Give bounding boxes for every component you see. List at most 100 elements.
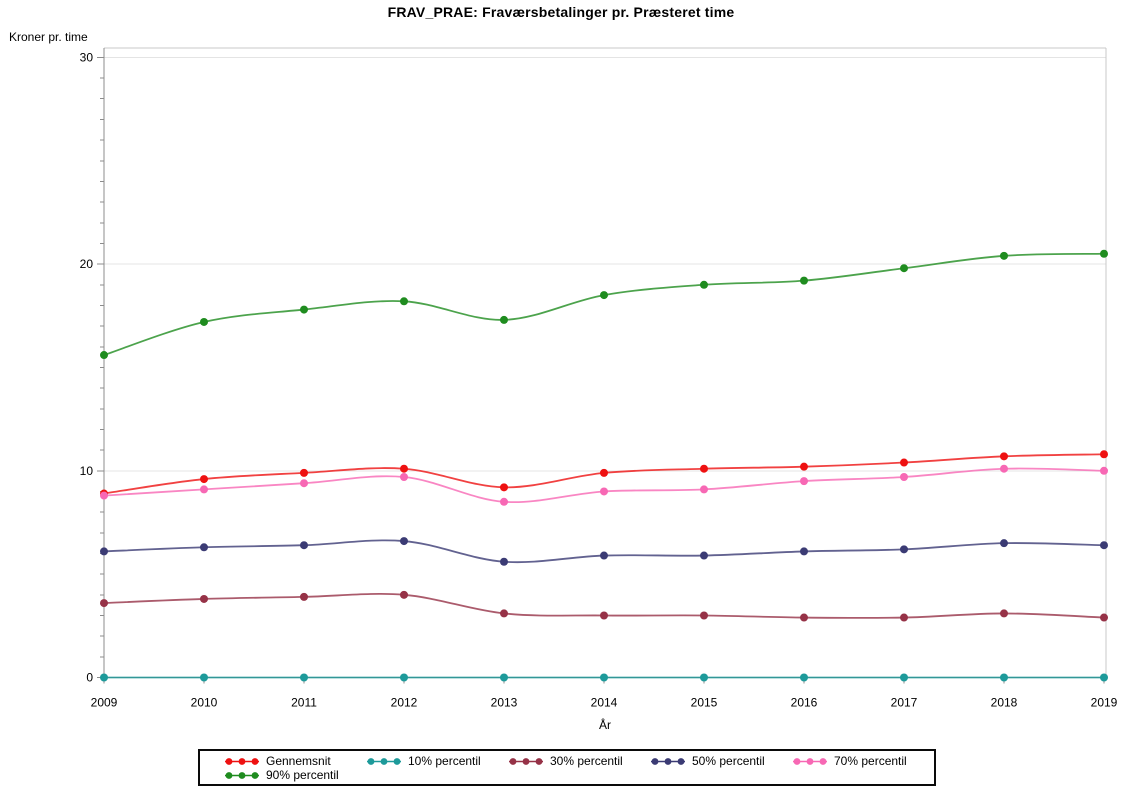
legend: Gennemsnit 10% percentil 30% percentil 50% …	[198, 749, 936, 786]
x-tick-label: 2014	[591, 696, 618, 710]
data-point	[200, 543, 208, 552]
series-90-percentil	[100, 249, 1108, 360]
plot-area: 0 10 20 30 2009 2010 2011 2012 2013 2014 2015 2016 2…	[80, 47, 1118, 710]
data-point	[900, 613, 908, 622]
data-point	[200, 673, 208, 682]
x-axis-title: År	[599, 718, 611, 732]
data-point	[1000, 251, 1008, 260]
x-tick-label: 2013	[491, 696, 518, 710]
data-point	[500, 609, 508, 618]
data-point	[1100, 249, 1108, 258]
data-point	[500, 483, 508, 492]
legend-item: 30% percentil	[508, 754, 650, 768]
legend-marker-icon	[225, 757, 259, 765]
series-10-percentil	[100, 673, 1108, 682]
data-point	[300, 673, 308, 682]
data-point	[1000, 609, 1008, 618]
data-point	[400, 473, 408, 482]
series-line	[103, 252, 1105, 356]
data-point	[600, 487, 608, 496]
legend-item: 90% percentil	[224, 768, 366, 782]
data-point	[1100, 673, 1108, 682]
legend-label: 50% percentil	[692, 754, 765, 768]
data-point	[900, 545, 908, 554]
data-point	[600, 291, 608, 300]
x-tick-label: 2011	[291, 696, 317, 710]
data-point	[800, 547, 808, 556]
data-point	[200, 475, 208, 484]
data-point	[800, 613, 808, 622]
series-30-percentil	[100, 590, 1108, 622]
legend-label: 30% percentil	[550, 754, 623, 768]
legend-marker-icon	[651, 757, 685, 765]
data-point	[1100, 450, 1108, 459]
data-point	[400, 297, 408, 306]
legend-item: 10% percentil	[366, 754, 508, 768]
legend-marker-icon	[793, 757, 827, 765]
data-point	[700, 673, 708, 682]
legend-marker-icon	[367, 757, 401, 765]
legend-item: 50% percentil	[650, 754, 792, 768]
legend-label: 90% percentil	[266, 768, 339, 782]
data-point	[900, 473, 908, 482]
data-point	[900, 458, 908, 467]
x-tick-label: 2010	[191, 696, 218, 710]
x-tick-label: 2018	[991, 696, 1018, 710]
data-point	[600, 673, 608, 682]
x-tick-label: 2015	[691, 696, 718, 710]
data-point	[1100, 466, 1108, 475]
data-point	[800, 462, 808, 471]
data-point	[400, 673, 408, 682]
series-gennemsnit	[100, 450, 1108, 498]
data-point	[1000, 673, 1008, 682]
y-tick-label: 20	[80, 257, 94, 271]
y-tick-label: 10	[80, 464, 94, 478]
data-point	[800, 673, 808, 682]
data-point	[700, 280, 708, 289]
x-tick-label: 2017	[891, 696, 918, 710]
data-point	[100, 351, 108, 360]
data-point	[900, 264, 908, 273]
data-point	[700, 551, 708, 560]
data-point	[1100, 541, 1108, 550]
data-point	[100, 599, 108, 608]
data-point	[700, 611, 708, 620]
data-point	[600, 551, 608, 560]
data-point	[500, 497, 508, 506]
data-point	[700, 485, 708, 494]
data-point	[300, 479, 308, 488]
x-tick-label: 2012	[391, 696, 418, 710]
data-point	[800, 477, 808, 486]
data-point	[300, 541, 308, 550]
y-tick-label: 30	[80, 50, 94, 64]
data-point	[400, 464, 408, 473]
legend-label: Gennemsnit	[266, 754, 331, 768]
data-point	[200, 317, 208, 326]
data-point	[1000, 464, 1008, 473]
legend-item: Gennemsnit	[224, 754, 366, 768]
legend-marker-icon	[509, 757, 543, 765]
data-point	[300, 592, 308, 601]
data-point	[200, 485, 208, 494]
data-point	[700, 464, 708, 473]
data-point	[800, 276, 808, 285]
y-axis-title: Kroner pr. time	[9, 30, 88, 44]
data-point	[1000, 452, 1008, 461]
series-70-percentil	[100, 464, 1108, 506]
chart-title: FRAV_PRAE: Fraværsbetalinger pr. Præster…	[387, 4, 735, 20]
x-tick-label: 2019	[1091, 696, 1118, 710]
data-point	[500, 557, 508, 566]
legend-item: 70% percentil	[792, 754, 934, 768]
data-point	[600, 468, 608, 477]
data-point	[300, 468, 308, 477]
data-point	[400, 590, 408, 599]
legend-label: 10% percentil	[408, 754, 481, 768]
x-tick-label: 2009	[91, 696, 118, 710]
data-point	[500, 315, 508, 324]
data-point	[400, 537, 408, 546]
data-point	[600, 611, 608, 620]
legend-marker-icon	[225, 771, 259, 779]
data-point	[100, 547, 108, 556]
legend-label: 70% percentil	[834, 754, 907, 768]
